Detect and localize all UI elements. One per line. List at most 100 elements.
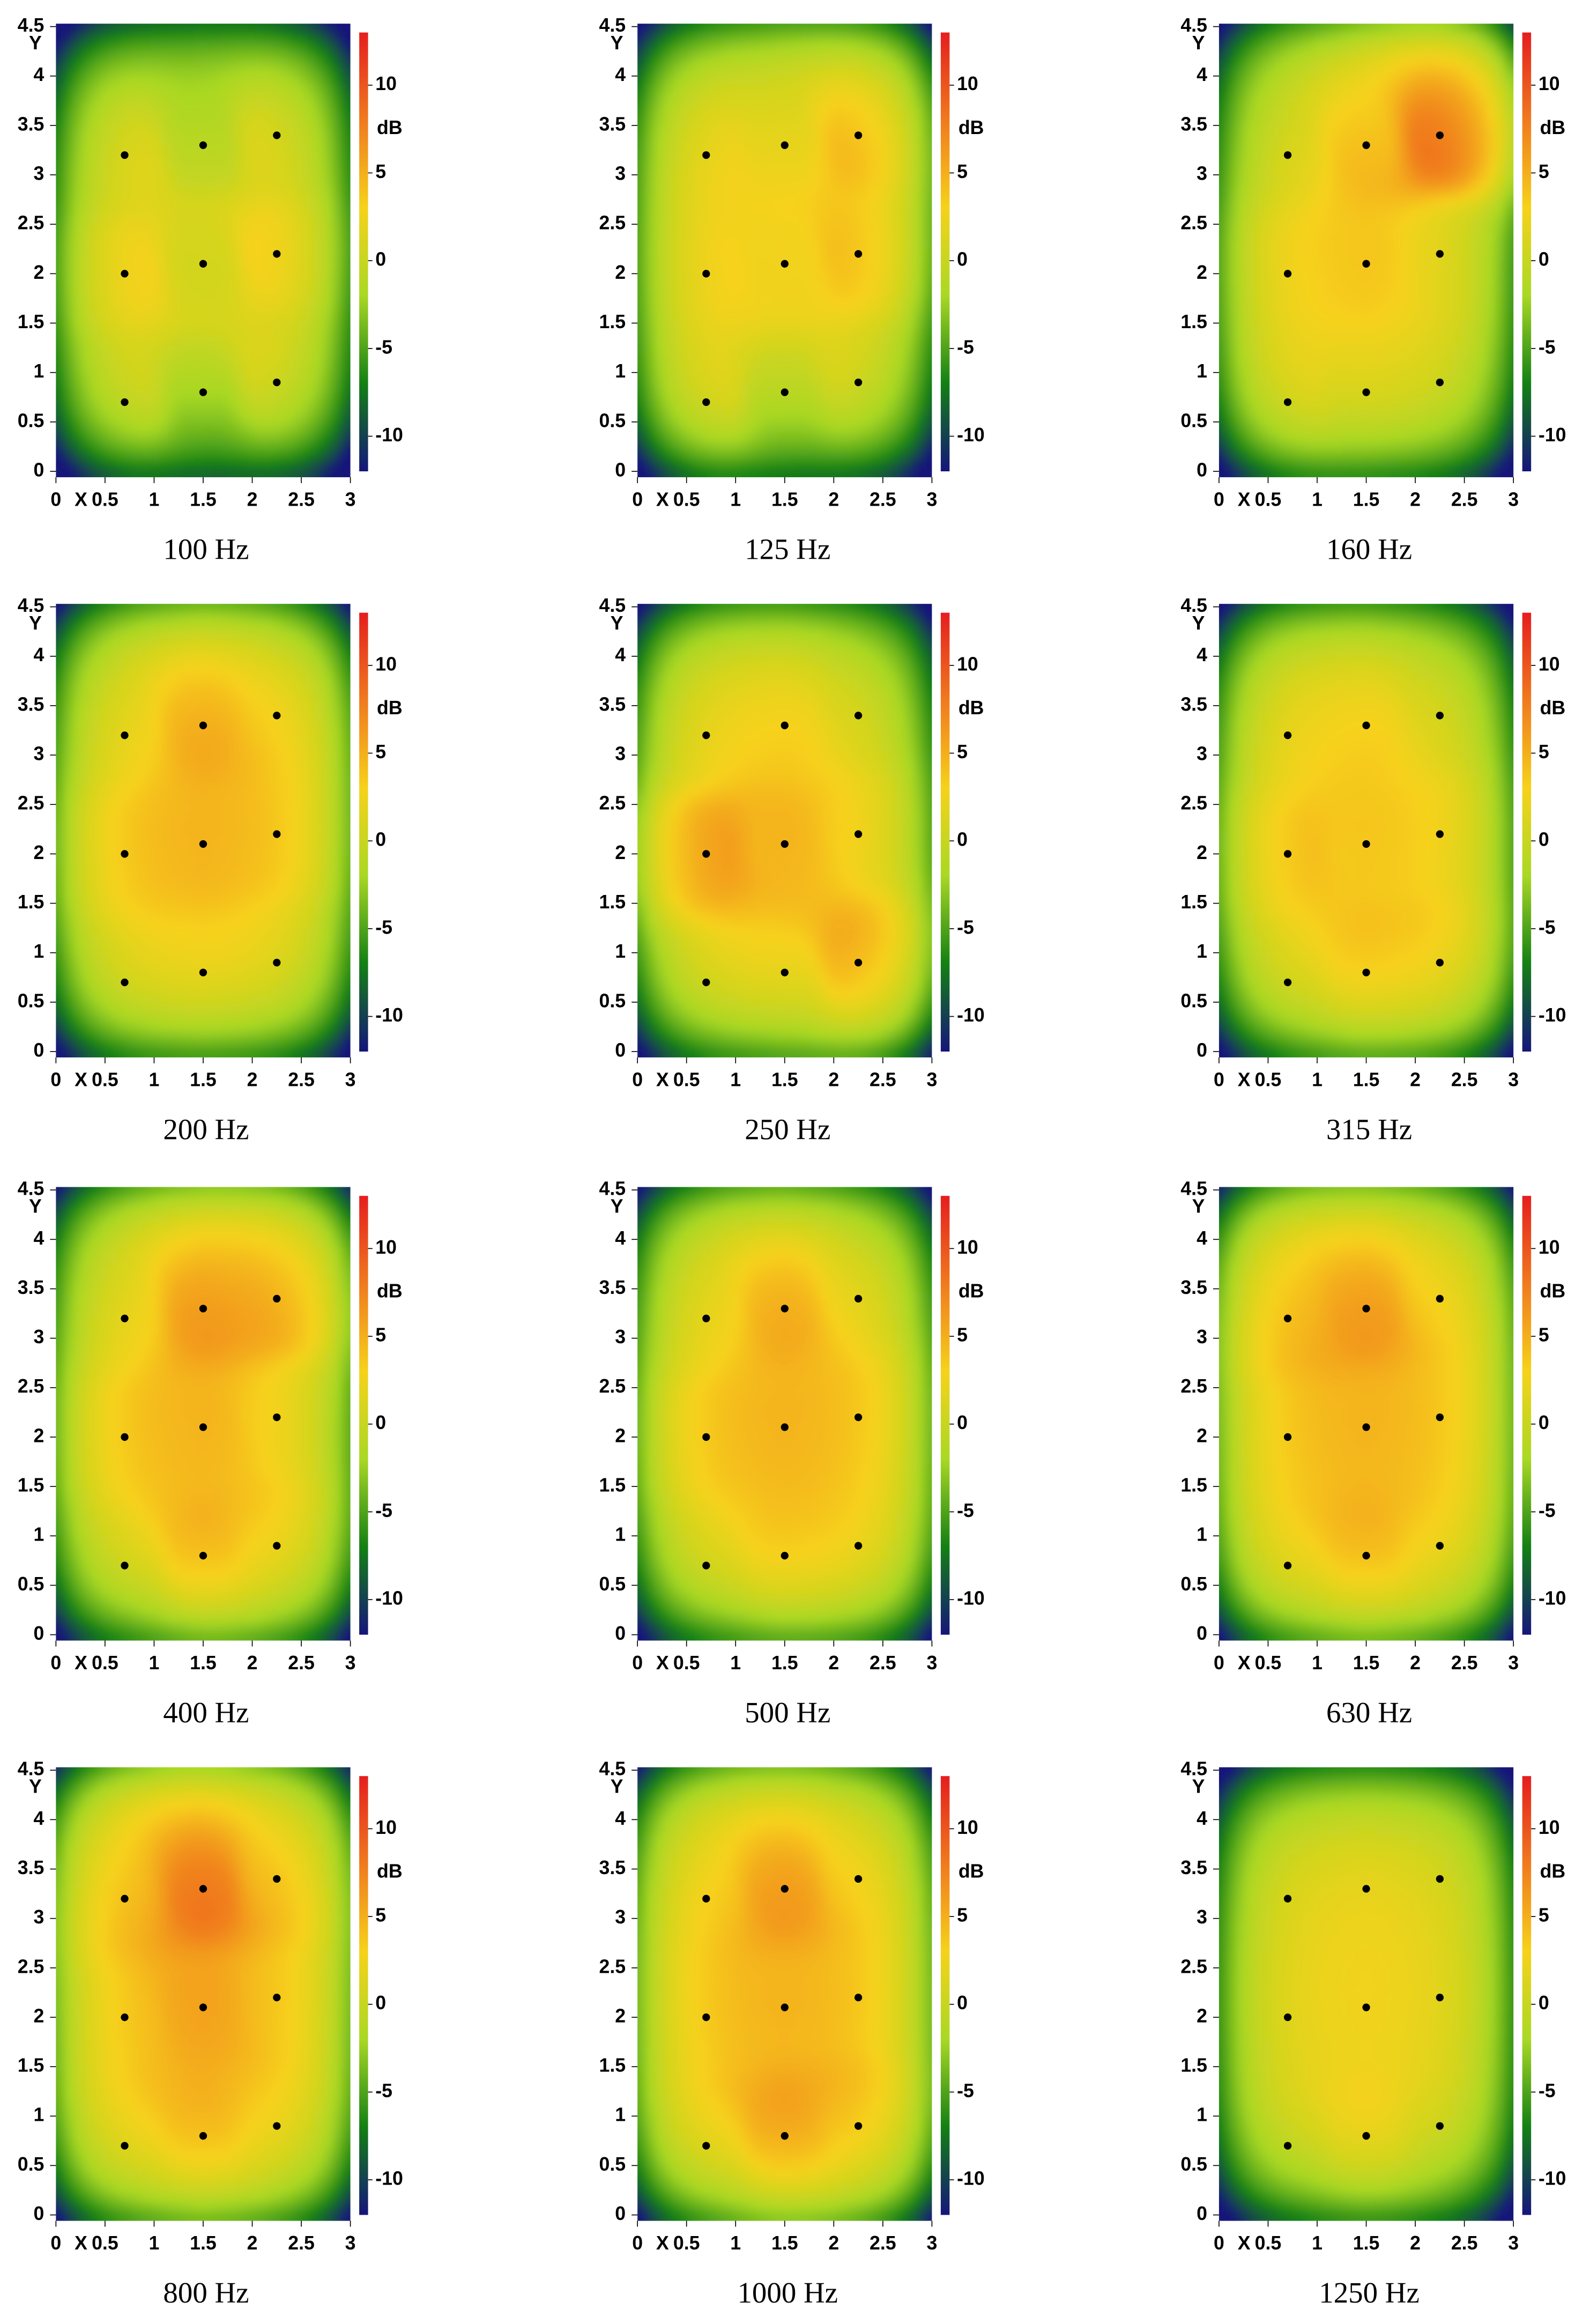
panel: 0 0.5 1 1.5 2 2.5 3X00.511.522.533.544.5Y-10-5… — [18, 14, 403, 566]
y-tick-label: 4.5 — [1180, 1178, 1207, 1200]
measurement-point — [199, 388, 207, 396]
measurement-point — [1283, 978, 1292, 987]
colorbar-tick-label: -5 — [957, 1500, 974, 1521]
y-tick-label: 2.5 — [18, 1956, 44, 1977]
x-tick-label: 0.5 — [92, 2232, 118, 2254]
y-tick-label: 2 — [34, 2005, 44, 2026]
y-tick-label: 0 — [1197, 1039, 1207, 1061]
x-tick-label: 0 — [50, 1652, 61, 1674]
y-axis-label: Y — [1192, 32, 1205, 54]
colorbar-tick-label: 0 — [957, 1412, 968, 1433]
heat-field — [1218, 604, 1514, 1058]
x-tick-label: 0 — [632, 1652, 643, 1674]
colorbar — [359, 1776, 368, 2215]
y-tick-label: 1 — [615, 360, 626, 382]
y-tick-label: 0 — [615, 459, 626, 480]
x-tick-label: 2.5 — [1451, 489, 1478, 510]
y-tick-label: 2 — [1197, 842, 1207, 863]
colorbar-tick-label: 5 — [957, 161, 968, 182]
x-tick-label: 1 — [149, 489, 160, 510]
y-tick-label: 1.5 — [1180, 2055, 1207, 2076]
colorbar-tick-label: -5 — [957, 2080, 974, 2101]
y-tick-label: 0 — [1197, 2203, 1207, 2224]
plot-area — [56, 1187, 351, 1641]
x-tick-label: 2.5 — [288, 1069, 315, 1090]
colorbar-tick-label: -10 — [957, 2168, 985, 2189]
x-tick-label: 0.5 — [92, 489, 118, 510]
colorbar-tick-label: 5 — [1539, 741, 1549, 763]
y-tick-label: 3.5 — [599, 693, 626, 715]
y-axis-label: Y — [29, 1776, 42, 1797]
y-tick-label: 3 — [615, 1906, 626, 1928]
x-tick-label: 0.5 — [673, 2232, 700, 2254]
measurement-point — [1362, 141, 1370, 149]
y-axis-label: Y — [611, 32, 623, 54]
colorbar-tick-label: -10 — [1539, 1004, 1566, 1026]
y-tick-label: 3 — [615, 1326, 626, 1348]
measurement-point — [854, 250, 863, 258]
colorbar-tick-label: 10 — [1539, 1817, 1560, 1838]
colorbar-label: dB — [1540, 1281, 1566, 1302]
y-tick-label: 4.5 — [18, 595, 44, 616]
y-tick-label: 1.5 — [599, 891, 626, 913]
heat-field — [637, 24, 932, 477]
colorbar — [940, 1776, 950, 2215]
x-tick-label: 0 — [632, 1069, 643, 1090]
y-tick-label: 1.5 — [1180, 1475, 1207, 1496]
measurement-point — [702, 1314, 710, 1322]
colorbar-tick-label: -5 — [957, 336, 974, 358]
measurement-point — [273, 1875, 281, 1883]
y-tick-label: 2 — [34, 1425, 44, 1446]
y-tick-label: 3.5 — [1180, 1277, 1207, 1298]
panel-title: 1250 Hz — [1319, 2276, 1420, 2309]
x-tick-label: 2 — [828, 1069, 839, 1090]
measurement-point — [121, 1561, 129, 1570]
panel: 0 0.5 1 1.5 2 2.5 3X00.511.522.533.544.5Y-10-5… — [1180, 595, 1566, 1146]
y-tick-label: 1.5 — [18, 891, 44, 913]
colorbar-tick-label: 0 — [1539, 1992, 1549, 2014]
measurement-point — [781, 2132, 789, 2140]
panel: 0 0.5 1 1.5 2 2.5 3X00.511.522.533.544.5Y-10-5… — [599, 14, 985, 566]
y-tick-label: 1 — [1197, 360, 1207, 382]
x-tick-label: 1 — [730, 1069, 741, 1090]
measurement-point — [702, 1433, 710, 1441]
measurement-point — [273, 1993, 281, 2002]
panel-title: 160 Hz — [1326, 533, 1412, 566]
y-tick-label: 2.5 — [1180, 1956, 1207, 1977]
y-tick-label: 3.5 — [1180, 693, 1207, 715]
measurement-point — [702, 1894, 710, 1903]
y-tick-label: 1 — [34, 1524, 44, 1545]
y-tick-label: 3.5 — [599, 1277, 626, 1298]
measurement-point — [854, 1542, 863, 1550]
y-tick-label: 4 — [615, 1808, 626, 1829]
measurement-point — [121, 270, 129, 278]
y-tick-label: 2 — [34, 842, 44, 863]
x-tick-label: 2.5 — [870, 1652, 896, 1674]
colorbar-tick-label: -10 — [957, 424, 985, 446]
x-tick-label: 1.5 — [190, 1069, 217, 1090]
measurement-point — [273, 378, 281, 387]
colorbar-tick-label: -10 — [375, 1588, 403, 1609]
panel: 0 0.5 1 1.5 2 2.5 3X00.511.522.533.544.5Y-10-5… — [1180, 1758, 1566, 2310]
measurement-point — [1436, 131, 1444, 139]
plot-area — [56, 604, 351, 1058]
measurement-point — [199, 1885, 207, 1893]
y-tick-label: 3 — [1197, 743, 1207, 765]
x-tick-label: 1.5 — [1353, 1069, 1380, 1090]
measurement-point — [121, 151, 129, 159]
y-tick-label: 3.5 — [18, 693, 44, 715]
plot-area — [1218, 24, 1514, 477]
colorbar-label: dB — [377, 1281, 403, 1302]
y-tick-label: 3.5 — [599, 1857, 626, 1878]
x-tick-label: 0.5 — [92, 1652, 118, 1674]
x-axis-label: X — [656, 1652, 669, 1674]
measurement-point — [273, 959, 281, 967]
y-tick-label: 4.5 — [599, 1758, 626, 1780]
measurement-point — [199, 840, 207, 848]
x-tick-label: 0 — [632, 489, 643, 510]
y-tick-label: 4.5 — [599, 1178, 626, 1200]
x-tick-label: 2.5 — [288, 489, 315, 510]
measurement-point — [781, 1423, 789, 1431]
measurement-point — [1283, 2142, 1292, 2150]
colorbar-tick-label: 10 — [957, 73, 978, 94]
